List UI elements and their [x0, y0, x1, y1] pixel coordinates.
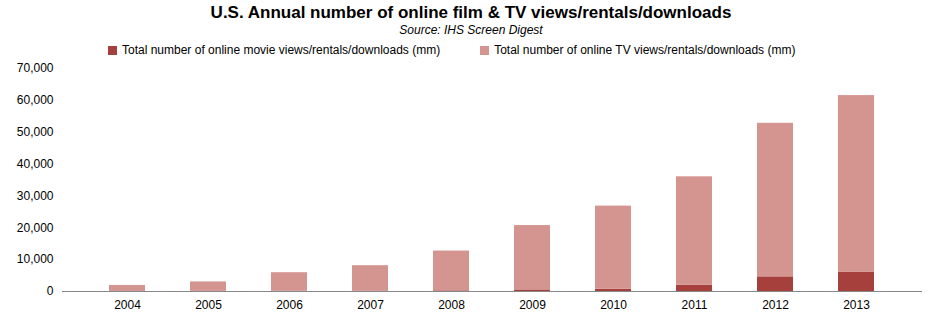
svg-text:2011: 2011: [682, 298, 708, 312]
html-text:U.S. Annual number of online f: U.S. Annual number of online film & TV v…: [210, 3, 732, 22]
svg-text:20,000: 20,000: [17, 221, 54, 235]
svg-text:60,000: 60,000: [17, 93, 54, 107]
svg-text:2012: 2012: [762, 298, 789, 312]
svg-text:10,000: 10,000: [17, 252, 54, 266]
html-text:Total number of online movie v: Total number of online movie views/renta…: [122, 43, 441, 57]
svg-text:2010: 2010: [600, 298, 627, 312]
svg-text:50,000: 50,000: [17, 125, 54, 139]
svg-text:0: 0: [47, 284, 54, 298]
svg-text:40,000: 40,000: [17, 157, 54, 171]
svg-text:2008: 2008: [438, 298, 465, 312]
svg-text:2009: 2009: [519, 298, 546, 312]
html-text:Total number of online TV view: Total number of online TV views/rentals/…: [494, 43, 796, 57]
html-text:Source: IHS Screen Digest: Source: IHS Screen Digest: [399, 23, 543, 37]
svg-text:2005: 2005: [195, 298, 222, 312]
svg-text:2004: 2004: [114, 298, 141, 312]
svg-text:2007: 2007: [357, 298, 384, 312]
svg-text:2006: 2006: [276, 298, 303, 312]
svg-text:30,000: 30,000: [17, 189, 54, 203]
svg-text:2013: 2013: [843, 298, 870, 312]
svg-text:70,000: 70,000: [17, 61, 54, 75]
